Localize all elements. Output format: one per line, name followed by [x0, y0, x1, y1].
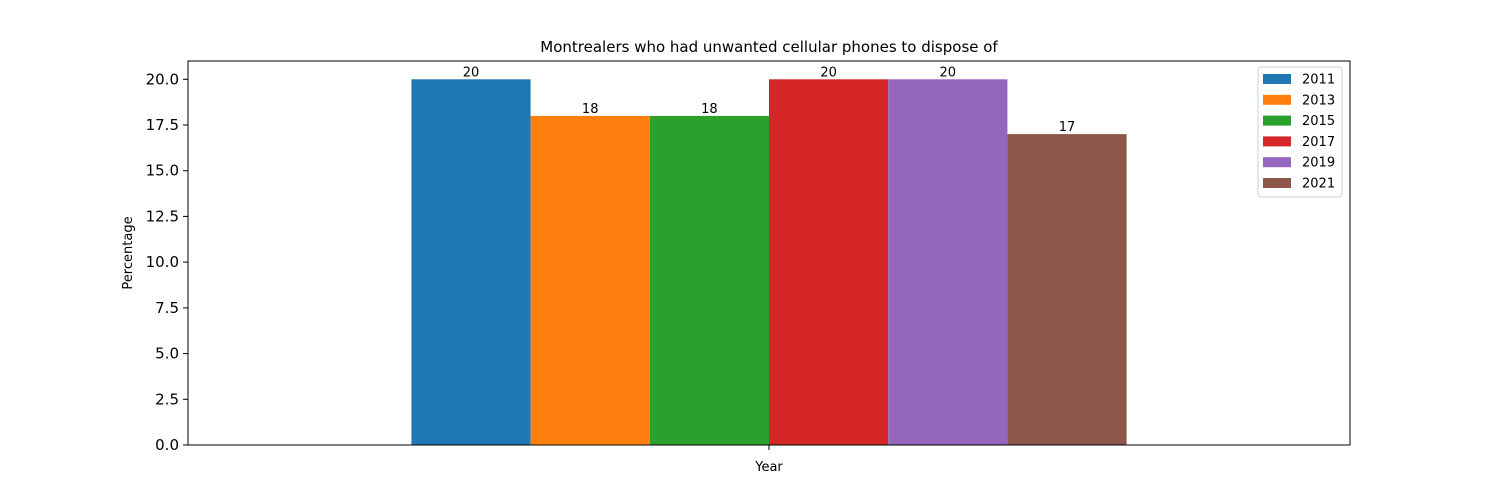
legend-swatch-2015: [1263, 115, 1291, 126]
bar-labels-group: 20 18 18 20 20 17: [463, 65, 1076, 135]
legend: 2011 2013 2015 2017 2019 2021: [1257, 66, 1343, 198]
legend-label-2017: 2017: [1302, 135, 1335, 150]
legend-swatch-2011: [1263, 74, 1291, 84]
bar-2011: [411, 79, 531, 446]
bar-value-label: 18: [582, 102, 599, 117]
bar-2013: [530, 115, 650, 446]
y-tick-label: 10.0: [146, 253, 179, 271]
bar-value-label: 17: [1059, 120, 1076, 135]
bars-group: [411, 79, 1127, 446]
y-axis-label: Percentage: [121, 216, 136, 289]
legend-swatch-2021: [1263, 178, 1291, 188]
y-tick-label: 7.5: [155, 299, 179, 317]
bar-value-label: 20: [463, 65, 480, 80]
y-tick-label: 12.5: [146, 207, 179, 225]
bar-value-label: 20: [820, 65, 837, 80]
bar-value-label: 20: [940, 65, 957, 80]
y-tick-label: 20.0: [146, 70, 179, 88]
legend-swatch-2013: [1263, 94, 1291, 105]
y-tick-label: 0.0: [155, 436, 179, 454]
y-tick-label: 5.0: [155, 345, 179, 363]
legend-swatch-2017: [1263, 136, 1291, 147]
y-axis: 0.0 2.5 5.0 7.5 10.0 12.5 15.0 17.5 20.0: [146, 70, 188, 454]
legend-label-2011: 2011: [1302, 73, 1335, 88]
bar-2017: [769, 79, 889, 446]
bar-2019: [888, 79, 1008, 446]
legend-label-2019: 2019: [1302, 156, 1335, 171]
y-tick-label: 15.0: [146, 162, 179, 180]
legend-swatch-2019: [1263, 157, 1291, 168]
legend-label-2015: 2015: [1302, 114, 1335, 129]
x-axis-label: Year: [754, 460, 783, 475]
bar-2015: [649, 115, 769, 446]
y-tick-label: 2.5: [155, 390, 179, 408]
legend-label-2021: 2021: [1302, 177, 1335, 192]
y-tick-label: 17.5: [146, 116, 179, 134]
bar-2021: [1007, 134, 1127, 445]
legend-label-2013: 2013: [1302, 93, 1335, 108]
chart-title: Montrealers who had unwanted cellular ph…: [540, 38, 998, 56]
bar-value-label: 18: [701, 102, 718, 117]
